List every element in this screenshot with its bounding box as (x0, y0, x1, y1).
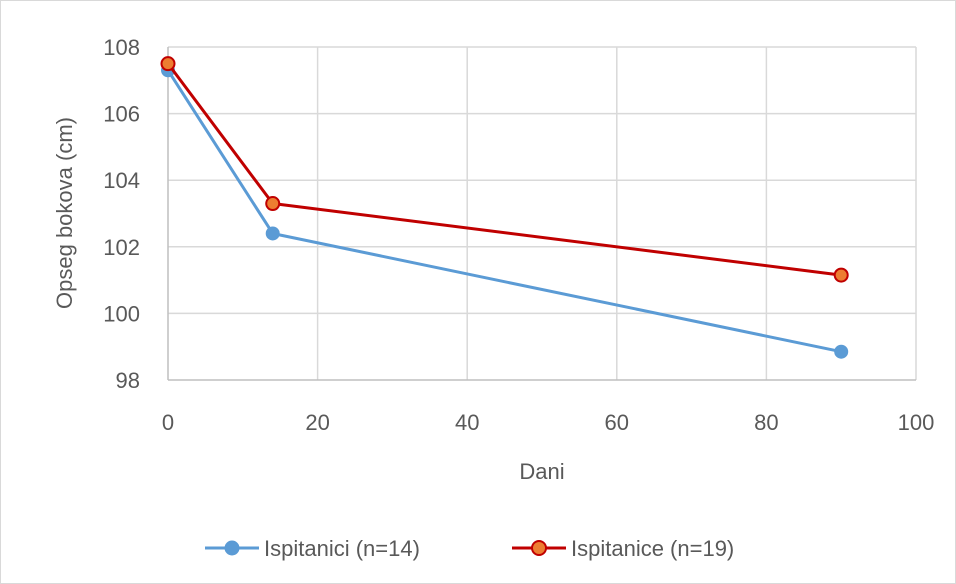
data-point (265, 226, 280, 241)
y-tick-label: 98 (116, 368, 140, 393)
x-tick-label: 0 (162, 410, 174, 435)
legend: Ispitanici (n=14) Ispitanice (n=19) (205, 536, 734, 561)
x-tick-label: 40 (455, 410, 479, 435)
x-tick-label: 100 (898, 410, 935, 435)
data-point (160, 56, 176, 72)
data-point (834, 344, 849, 359)
legend-marker-ispitanici (224, 540, 240, 556)
data-point (265, 196, 281, 212)
y-tick-label: 108 (103, 35, 140, 60)
data-point (833, 267, 849, 283)
axes (167, 47, 916, 381)
x-tick-label: 60 (605, 410, 629, 435)
legend-label-ispitanici: Ispitanici (n=14) (264, 536, 420, 561)
y-tick-label: 102 (103, 235, 140, 260)
tick-labels: 0 20 40 60 80 100 98 100 102 104 106 108 (103, 35, 934, 435)
grid-lines (168, 46, 917, 380)
y-axis-title: Opseg bokova (cm) (52, 117, 77, 309)
legend-marker-ispitanice (531, 540, 547, 556)
y-tick-label: 106 (103, 102, 140, 127)
legend-item-ispitanici: Ispitanici (n=14) (205, 536, 420, 561)
y-tick-label: 104 (103, 168, 140, 193)
x-axis-title: Dani (519, 459, 564, 484)
legend-label-ispitanice: Ispitanice (n=19) (571, 536, 734, 561)
series-layer (160, 56, 849, 359)
legend-item-ispitanice: Ispitanice (n=19) (512, 536, 734, 561)
x-tick-label: 20 (305, 410, 329, 435)
series-1 (160, 56, 849, 283)
y-tick-label: 100 (103, 301, 140, 326)
x-tick-label: 80 (754, 410, 778, 435)
